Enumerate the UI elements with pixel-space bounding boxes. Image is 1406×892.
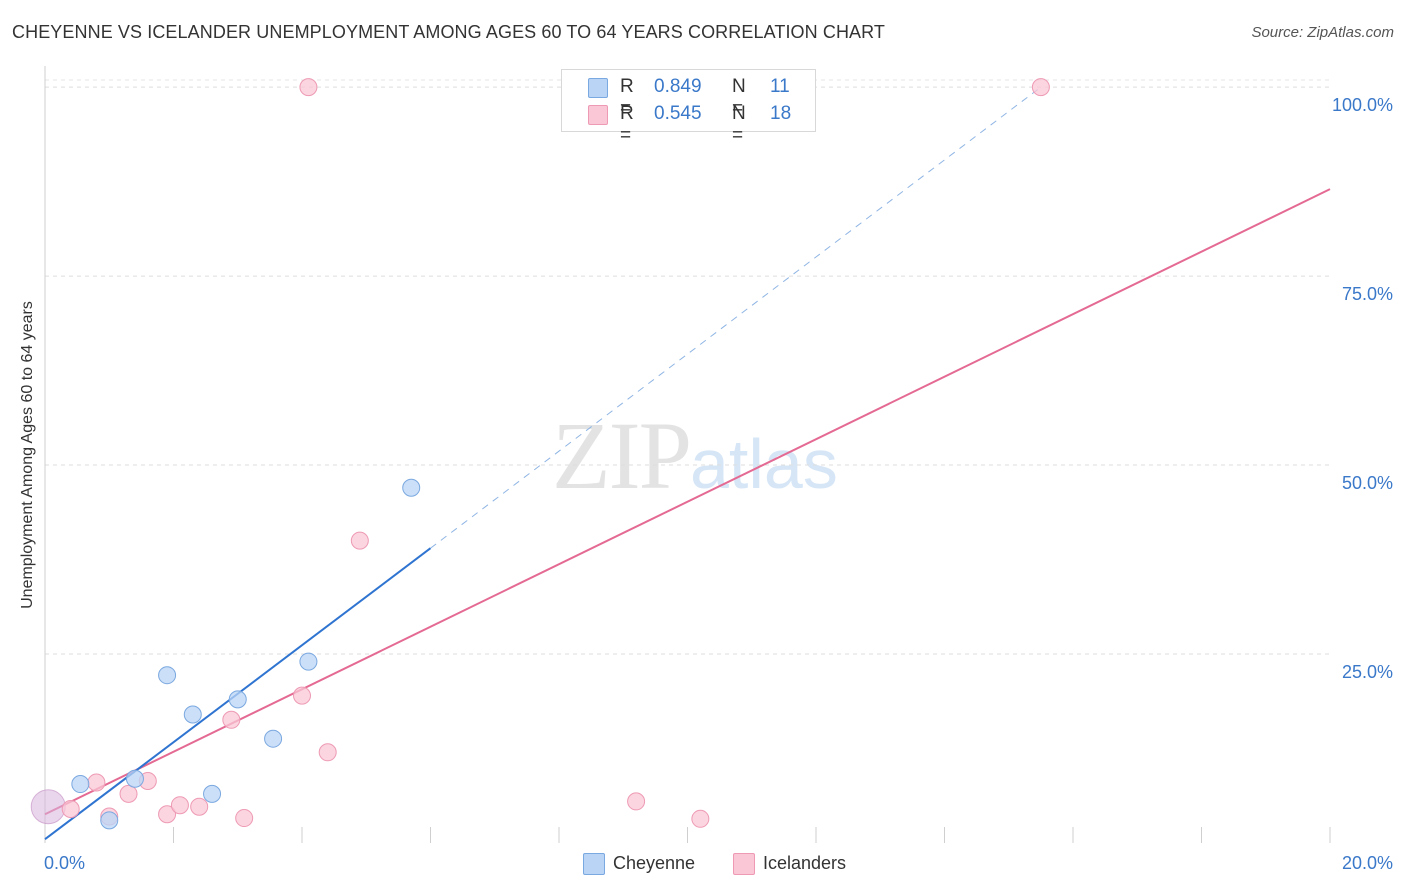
watermark: ZIPatlas (552, 400, 838, 511)
n-label: N = (732, 76, 746, 119)
cheyenne-point (264, 729, 283, 748)
n-label: N = (732, 103, 746, 146)
cheyenne-legend-label: Cheyenne (613, 853, 696, 873)
icelanders-point (627, 792, 646, 811)
y-tick-label: 25.0% (1342, 662, 1393, 682)
icelanders-point (222, 710, 241, 729)
n-value: 18 (770, 103, 792, 124)
icelanders-point (158, 805, 177, 824)
source-credit: Source: ZipAtlas.com (1251, 24, 1394, 41)
origin-cluster-point (30, 789, 66, 825)
r-label: R = (620, 103, 634, 146)
cheyenne-point (402, 478, 421, 497)
icelanders-point (235, 809, 254, 828)
icelanders-point (61, 799, 80, 818)
icelanders-point (170, 796, 189, 815)
correlation-legend: R = 0.849 N = 11 R = 0.545 N = 18 (561, 69, 816, 146)
cheyenne-point (100, 811, 119, 830)
icelanders-point (691, 809, 710, 828)
icelanders-swatch (588, 105, 608, 125)
cheyenne-swatch (588, 78, 608, 98)
cheyenne-legend-swatch (583, 853, 605, 875)
x-tick-label-start: 0.0% (44, 853, 85, 873)
icelanders-point (293, 686, 311, 705)
cheyenne-point (228, 690, 247, 709)
watermark-zip: ZIP (552, 402, 692, 509)
x-tick-label-end: 20.0% (1342, 853, 1393, 873)
y-tick-label: 75.0% (1342, 284, 1393, 304)
y-tick-label: 100.0% (1332, 95, 1393, 115)
icelanders-legend-label: Icelanders (763, 853, 847, 873)
r-value: 0.545 (654, 103, 702, 124)
icelanders-point (87, 773, 106, 792)
icelanders-point (299, 78, 318, 97)
icelanders-point (318, 743, 337, 762)
icelanders-point (190, 797, 209, 816)
cheyenne-point (183, 705, 202, 724)
chart-title: CHEYENNE VS ICELANDER UNEMPLOYMENT AMONG… (12, 22, 886, 42)
cheyenne-point (71, 775, 90, 794)
icelanders-legend-swatch (733, 853, 755, 875)
cheyenne-trend-extension (430, 86, 1042, 549)
cheyenne-point (203, 784, 222, 803)
y-tick-label: 50.0% (1342, 473, 1393, 493)
cheyenne-point (125, 769, 144, 788)
icelanders-point (350, 531, 369, 550)
icelanders-trend-line (44, 188, 1331, 816)
icelanders-point (1031, 78, 1050, 97)
r-value: 0.849 (654, 76, 702, 97)
n-value: 11 (770, 76, 790, 97)
cheyenne-point (299, 652, 318, 671)
r-label: R = (620, 76, 634, 119)
icelanders-point (119, 784, 138, 803)
cheyenne-point (158, 666, 177, 685)
